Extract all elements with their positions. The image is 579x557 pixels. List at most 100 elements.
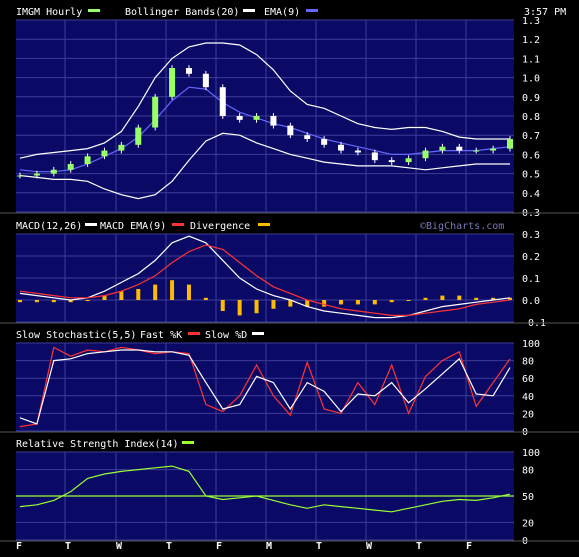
x-tick-label: F bbox=[16, 541, 22, 552]
y-tick-label: 1.0 bbox=[522, 74, 540, 85]
divergence-bar bbox=[322, 300, 327, 307]
watermark: ©BigCharts.com bbox=[420, 221, 504, 232]
bollinger-legend-swatch bbox=[243, 9, 255, 12]
ema-label: EMA(9) bbox=[264, 7, 300, 18]
y-tick-label: 100 bbox=[522, 448, 540, 459]
divergence-bar bbox=[119, 291, 124, 300]
rsi-line bbox=[19, 465, 511, 513]
divergence-bar bbox=[153, 284, 158, 300]
y-tick-label: 0.3 bbox=[522, 230, 540, 241]
price-candle bbox=[456, 146, 463, 151]
divergence-legend-swatch bbox=[258, 223, 270, 226]
y-tick-label: 0.7 bbox=[522, 131, 540, 142]
divergence-bar bbox=[18, 300, 22, 303]
price-legend-swatch bbox=[88, 9, 100, 12]
price-candle bbox=[84, 156, 91, 164]
macd-legend-swatch bbox=[85, 223, 97, 226]
x-tick-label: T bbox=[416, 541, 422, 552]
ema-legend-swatch bbox=[306, 9, 318, 12]
rsi-label: Relative Strength Index(14) bbox=[16, 439, 179, 450]
price-candle bbox=[388, 160, 395, 163]
fastk-label: Fast %K bbox=[140, 330, 182, 341]
x-tick-label: W bbox=[366, 541, 373, 552]
divergence-label: Divergence bbox=[190, 221, 250, 232]
chart-marks bbox=[16, 42, 514, 513]
price-candle bbox=[50, 169, 57, 174]
y-tick-label: 0.6 bbox=[522, 150, 540, 161]
divergence-bar bbox=[254, 300, 259, 314]
divergence-bar bbox=[355, 300, 360, 305]
price-candle bbox=[507, 139, 513, 149]
divergence-bar bbox=[339, 300, 344, 305]
divergence-bar bbox=[203, 297, 208, 300]
y-tick-label: 40 bbox=[522, 392, 534, 403]
y-tick-label: 20 bbox=[522, 518, 534, 529]
divergence-bar bbox=[423, 297, 428, 300]
divergence-bar bbox=[305, 300, 310, 307]
macd-ema-line bbox=[19, 244, 511, 316]
price-candle bbox=[219, 87, 226, 116]
divergence-bar bbox=[491, 297, 496, 300]
x-tick-label: F bbox=[466, 541, 472, 552]
y-tick-label: 80 bbox=[522, 357, 534, 368]
price-candle bbox=[287, 125, 294, 136]
x-tick-label: M bbox=[266, 541, 272, 552]
bollinger-label: Bollinger Bands(20) bbox=[125, 7, 239, 18]
macd-ema-legend-swatch bbox=[172, 223, 184, 226]
y-tick-label: 60 bbox=[522, 374, 534, 385]
rsi-legend-swatch bbox=[182, 441, 194, 444]
y-tick-label: 0.0 bbox=[522, 296, 540, 307]
price-candle bbox=[338, 144, 345, 151]
divergence-bar bbox=[457, 295, 462, 300]
slowd-label: Slow %D bbox=[205, 330, 247, 341]
price-candle bbox=[185, 68, 192, 74]
divergence-bar bbox=[440, 295, 445, 300]
bollinger-upper-line bbox=[19, 42, 510, 159]
y-tick-label: 80 bbox=[522, 466, 534, 477]
panel-background bbox=[16, 343, 514, 431]
divergence-bar bbox=[136, 289, 141, 300]
price-candle bbox=[135, 127, 142, 145]
price-candle bbox=[17, 175, 23, 177]
divergence-bar bbox=[271, 300, 276, 309]
price-candle bbox=[169, 68, 176, 97]
divergence-bar bbox=[102, 295, 107, 300]
time-label: 3:57 PM bbox=[524, 7, 566, 18]
macd-legend: MACD(12,26) MACD EMA(9) Divergence ©BigC… bbox=[16, 221, 504, 232]
divergence-bar bbox=[170, 280, 175, 300]
price-candle bbox=[439, 146, 446, 151]
divergence-bar bbox=[508, 297, 512, 300]
price-candle bbox=[371, 152, 378, 161]
x-tick-label: W bbox=[116, 541, 123, 552]
price-candle bbox=[202, 73, 209, 88]
symbol-label: IMGM Hourly bbox=[16, 7, 82, 18]
y-tick-label: 100 bbox=[522, 339, 540, 350]
price-legend: IMGM Hourly Bollinger Bands(20) EMA(9) 3… bbox=[16, 7, 566, 18]
price-candle bbox=[321, 139, 328, 145]
price-candle bbox=[236, 116, 243, 120]
x-tick-label: T bbox=[65, 541, 71, 552]
macd-line bbox=[19, 235, 511, 319]
y-tick-label: 0.4 bbox=[522, 189, 540, 200]
y-tick-label: 20 bbox=[522, 409, 534, 420]
divergence-bar bbox=[85, 300, 90, 301]
price-candle bbox=[490, 148, 497, 151]
price-candle bbox=[253, 116, 260, 120]
divergence-bar bbox=[186, 284, 191, 300]
x-tick-label: T bbox=[316, 541, 322, 552]
stoch-legend: Slow Stochastic(5,5) Fast %K Slow %D bbox=[16, 330, 264, 341]
divergence-bar bbox=[288, 300, 293, 307]
y-tick-label: 0.5 bbox=[522, 170, 540, 181]
y-tick-label: 0.1 bbox=[522, 274, 540, 285]
y-tick-label: 0.8 bbox=[522, 112, 540, 123]
divergence-bar bbox=[372, 300, 377, 305]
y-tick-label: 50 bbox=[522, 492, 534, 503]
y-tick-label: 0.2 bbox=[522, 252, 540, 263]
divergence-bar bbox=[389, 300, 394, 303]
macd-label: MACD(12,26) bbox=[16, 221, 82, 232]
slowd-line bbox=[19, 349, 511, 425]
price-candle bbox=[405, 158, 412, 163]
divergence-bar bbox=[220, 300, 225, 311]
